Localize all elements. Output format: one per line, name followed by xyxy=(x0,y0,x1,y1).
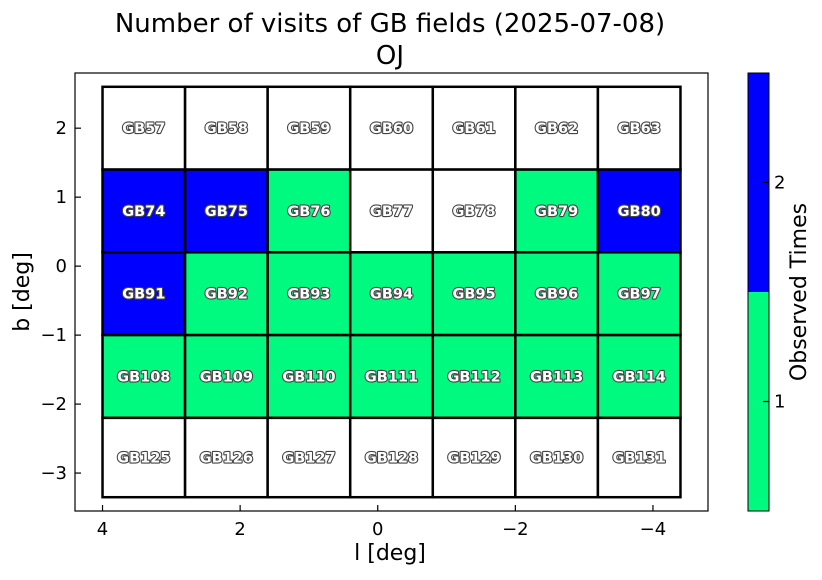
colorbar: 12 xyxy=(747,72,785,512)
field-cell xyxy=(431,333,517,420)
field-label: GB80 xyxy=(618,204,661,220)
field-label: GB97 xyxy=(618,287,661,303)
field-cell xyxy=(101,251,187,337)
chart-title: Number of visits of GB fields (2025-07-0… xyxy=(115,9,665,39)
field-label: GB91 xyxy=(122,287,165,303)
field-label: GB93 xyxy=(287,287,330,303)
field-label: GB126 xyxy=(200,451,253,467)
y-tick-label: −3 xyxy=(40,463,67,484)
field-label: GB112 xyxy=(447,369,500,385)
field-label: GB92 xyxy=(205,287,248,303)
y-axis-ticks: 2 1 0 −1 −2 −3 xyxy=(40,118,81,484)
field-cell xyxy=(266,251,352,337)
field-label: GB75 xyxy=(205,204,248,220)
field-cell xyxy=(596,85,682,171)
colorbar-frame xyxy=(747,72,770,512)
x-tick-label: −2 xyxy=(502,519,529,540)
x-axis-ticks: 4 2 0 −2 −4 xyxy=(97,505,666,540)
field-label: GB110 xyxy=(282,369,335,385)
x-tick-label: 2 xyxy=(234,519,245,540)
field-cell xyxy=(348,416,435,499)
field-label: GB96 xyxy=(535,287,578,303)
y-axis-label: b [deg] xyxy=(10,252,35,332)
field-cell xyxy=(431,168,517,254)
y-tick-label: −1 xyxy=(40,325,67,346)
field-cell xyxy=(101,168,187,254)
x-tick-label: 0 xyxy=(372,519,383,540)
y-tick-label: 1 xyxy=(56,187,67,208)
field-cell xyxy=(514,333,600,420)
field-cell xyxy=(348,85,435,171)
field-label: GB129 xyxy=(447,451,500,467)
field-label: GB127 xyxy=(282,451,335,467)
y-tick-label: 0 xyxy=(56,256,67,277)
colorbar-tick-label: 1 xyxy=(774,392,785,413)
field-cell xyxy=(183,416,269,499)
field-cell xyxy=(348,168,435,254)
field-label: GB130 xyxy=(530,451,583,467)
y-tick-label: 2 xyxy=(56,118,67,139)
y-tick-label: −2 xyxy=(40,394,67,415)
field-cell xyxy=(514,251,600,337)
field-label: GB74 xyxy=(122,204,165,220)
field-cell xyxy=(514,85,600,171)
field-label: GB57 xyxy=(122,121,165,137)
colorbar-tick-label: 2 xyxy=(774,173,785,194)
field-cells: GB57 GB58 GB59 GB60 GB61 GB62 GB63 GB74 GB75 GB76… xyxy=(101,85,682,499)
field-label: GB111 xyxy=(365,369,418,385)
field-label: GB109 xyxy=(200,369,253,385)
field-cell xyxy=(183,251,269,337)
x-axis-label: l [deg] xyxy=(354,541,426,566)
field-label: GB62 xyxy=(535,121,578,137)
field-label: GB114 xyxy=(613,369,666,385)
field-label: GB125 xyxy=(117,451,170,467)
field-label: GB113 xyxy=(530,369,583,385)
chart-subtitle: OJ xyxy=(376,41,404,71)
colorbar-label: Observed Times xyxy=(787,203,812,381)
field-label: GB108 xyxy=(117,369,170,385)
colorbar-segment xyxy=(748,73,769,292)
x-tick-label: −4 xyxy=(640,519,667,540)
field-label: GB131 xyxy=(613,451,666,467)
field-label: GB76 xyxy=(287,204,330,220)
field-cell xyxy=(101,333,187,420)
x-tick-label: 4 xyxy=(97,519,108,540)
field-label: GB128 xyxy=(365,451,418,467)
field-label: GB79 xyxy=(535,204,578,220)
field-label: GB94 xyxy=(370,287,413,303)
field-cell xyxy=(596,168,682,254)
field-cell xyxy=(183,168,269,254)
plot-area-frame xyxy=(74,72,709,512)
field-cell xyxy=(596,416,682,499)
field-label: GB61 xyxy=(452,121,495,137)
field-cell xyxy=(101,416,187,499)
field-cell xyxy=(266,416,352,499)
field-label: GB59 xyxy=(287,121,330,137)
field-label: GB78 xyxy=(452,204,495,220)
colorbar-segment xyxy=(748,292,769,511)
field-label: GB95 xyxy=(452,287,495,303)
field-label: GB63 xyxy=(618,121,661,137)
field-cell xyxy=(183,333,269,420)
field-label: GB60 xyxy=(370,121,413,137)
field-label: GB58 xyxy=(205,121,248,137)
field-label: GB77 xyxy=(370,204,413,220)
